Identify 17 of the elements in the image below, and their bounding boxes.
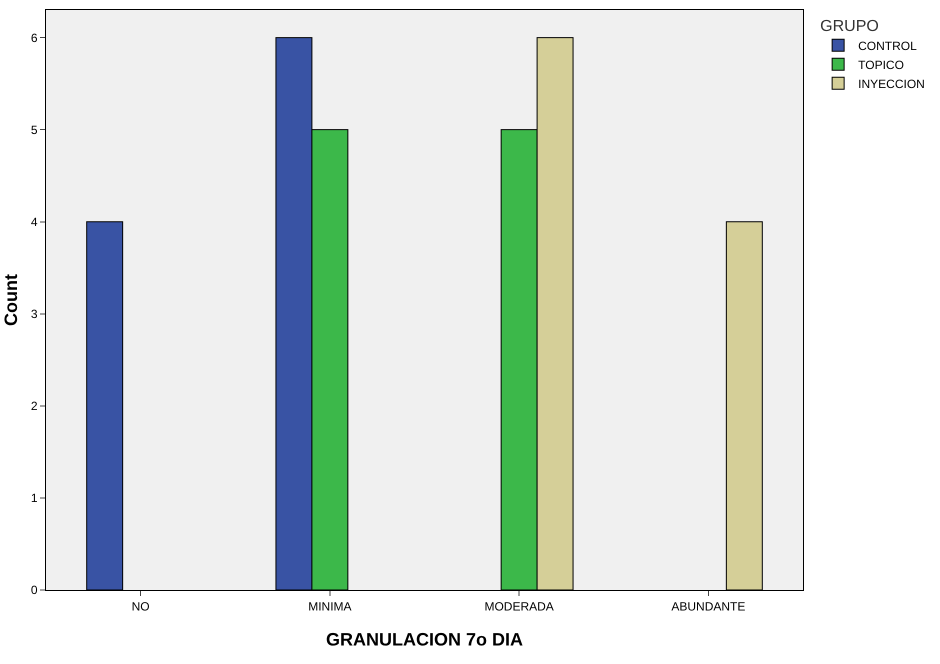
x-tick-label: ABUNDANTE [671,599,746,614]
y-tick-label: 3 [30,307,38,322]
y-tick-label: 6 [30,30,38,45]
y-axis-title: Count [1,274,22,326]
x-tick-label: MODERADA [484,599,554,614]
legend-label: CONTROL [858,38,918,53]
legend-label: INYECCION [858,76,925,91]
y-tick-label: 0 [30,583,38,598]
legend-label: TOPICO [858,58,904,72]
x-axis-title: GRANULACION 7o DIA [326,630,523,650]
x-tick-label: NO [132,599,150,614]
y-tick-label: 1 [30,491,38,506]
x-tick-label: MINIMA [308,599,352,614]
legend-title: GRUPO [820,18,879,35]
y-tick-label: 4 [30,214,38,229]
y-tick-label: 2 [30,399,38,414]
y-tick-label: 5 [30,122,38,137]
